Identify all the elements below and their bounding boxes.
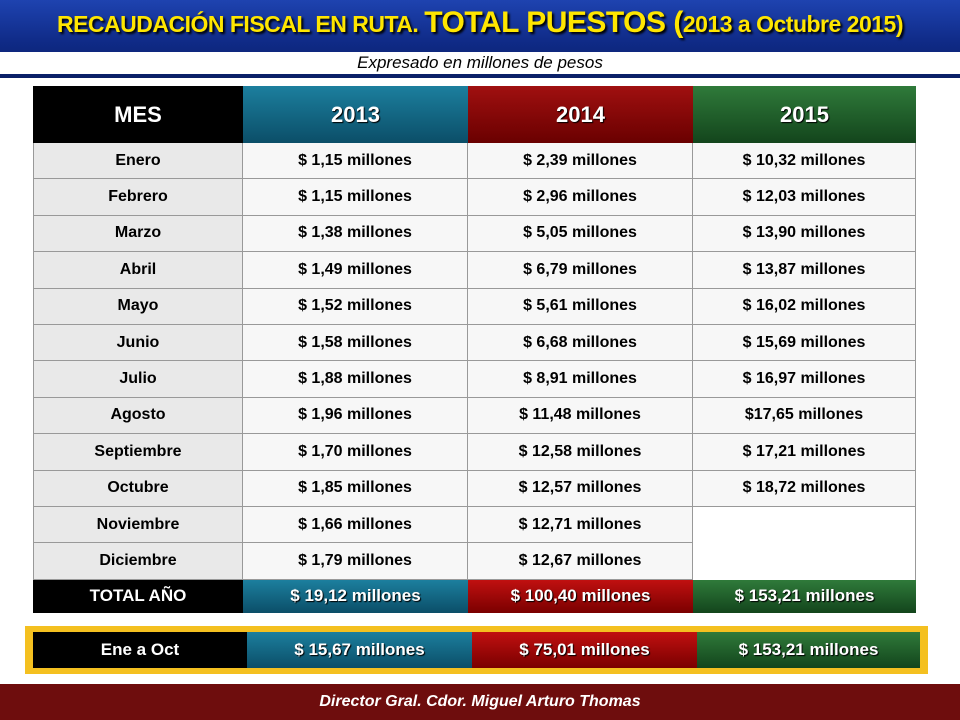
value-2014-cell: $ 5,61 millones xyxy=(468,288,693,325)
month-cell: Agosto xyxy=(33,397,243,435)
value-2014-cell: $ 12,57 millones xyxy=(468,470,693,507)
value-2013-cell: $ 1,85 millones xyxy=(243,470,468,507)
value-2013-cell: $ 1,52 millones xyxy=(243,288,468,325)
value-2014-cell: $ 11,48 millones xyxy=(468,397,693,435)
value-2015-cell: $ 16,97 millones xyxy=(693,361,916,398)
table-header-row: MES 2013 2014 2015 xyxy=(33,86,916,143)
page-title: RECAUDACIÓN FISCAL EN RUTA. TOTAL PUESTO… xyxy=(0,6,960,40)
table-body: Enero $ 1,15 millones $ 2,39 millones $ 10,… xyxy=(33,143,916,580)
header-2014: 2014 xyxy=(468,86,693,143)
table-row: Julio $ 1,88 millones $ 8,91 millones $ 16,… xyxy=(33,361,916,398)
table-row: Junio $ 1,58 millones $ 6,68 millones $ 15,… xyxy=(33,324,916,362)
value-2013-cell: $ 1,88 millones xyxy=(243,361,468,398)
header-2015: 2015 xyxy=(693,86,916,143)
title-part-2: TOTAL PUESTOS ( xyxy=(424,6,683,39)
table-row: Agosto $ 1,96 millones $ 11,48 millones $17… xyxy=(33,397,916,435)
value-2014-cell: $ 12,58 millones xyxy=(468,434,693,471)
header-banner: RECAUDACIÓN FISCAL EN RUTA. TOTAL PUESTO… xyxy=(0,0,960,78)
month-cell: Marzo xyxy=(33,215,243,253)
value-2015-cell xyxy=(693,506,916,544)
month-cell: Diciembre xyxy=(33,543,243,580)
value-2013-cell: $ 1,70 millones xyxy=(243,434,468,471)
table-row: Febrero $ 1,15 millones $ 2,96 millones $ 1… xyxy=(33,179,916,216)
month-cell: Junio xyxy=(33,324,243,362)
page-subtitle: Expresado en millones de pesos xyxy=(0,52,960,74)
value-2014-cell: $ 2,96 millones xyxy=(468,179,693,216)
value-2015-cell: $ 17,21 millones xyxy=(693,434,916,471)
summary-2014: $ 75,01 millones xyxy=(472,632,697,668)
total-2015: $ 153,21 millones xyxy=(693,579,916,613)
value-2015-cell: $ 18,72 millones xyxy=(693,470,916,507)
value-2015-cell: $ 15,69 millones xyxy=(693,324,916,362)
value-2014-cell: $ 12,67 millones xyxy=(468,543,693,580)
table-row: Diciembre $ 1,79 millones $ 12,67 millones xyxy=(33,543,916,580)
summary-2013: $ 15,67 millones xyxy=(247,632,472,668)
total-2014: $ 100,40 millones xyxy=(468,579,693,613)
value-2014-cell: $ 5,05 millones xyxy=(468,215,693,253)
title-part-3: 2013 a Octubre 2015) xyxy=(682,11,904,37)
header-mes: MES xyxy=(33,86,243,143)
total-2013: $ 19,12 millones xyxy=(243,579,468,613)
header-2013: 2013 xyxy=(243,86,468,143)
month-cell: Septiembre xyxy=(33,434,243,471)
total-label: TOTAL AÑO xyxy=(33,579,243,613)
value-2013-cell: $ 1,15 millones xyxy=(243,179,468,216)
month-cell: Mayo xyxy=(33,288,243,325)
value-2014-cell: $ 2,39 millones xyxy=(468,143,693,180)
table-row: Septiembre $ 1,70 millones $ 12,58 millone… xyxy=(33,434,916,471)
value-2015-cell: $17,65 millones xyxy=(693,397,916,435)
value-2015-cell xyxy=(693,543,916,580)
month-cell: Noviembre xyxy=(33,506,243,544)
footer-credit: Director Gral. Cdor. Miguel Arturo Thoma… xyxy=(0,684,960,720)
month-cell: Julio xyxy=(33,361,243,398)
value-2015-cell: $ 16,02 millones xyxy=(693,288,916,325)
summary-label: Ene a Oct xyxy=(33,632,247,668)
value-2013-cell: $ 1,58 millones xyxy=(243,324,468,362)
value-2013-cell: $ 1,38 millones xyxy=(243,215,468,253)
value-2015-cell: $ 13,87 millones xyxy=(693,252,916,289)
table-row: Abril $ 1,49 millones $ 6,79 millones $ 13,… xyxy=(33,252,916,289)
value-2013-cell: $ 1,49 millones xyxy=(243,252,468,289)
summary-row: Ene a Oct $ 15,67 millones $ 75,01 millo… xyxy=(33,632,920,668)
revenue-table: MES 2013 2014 2015 Enero $ 1,15 millones $… xyxy=(33,86,916,613)
value-2013-cell: $ 1,15 millones xyxy=(243,143,468,180)
value-2015-cell: $ 12,03 millones xyxy=(693,179,916,216)
value-2014-cell: $ 12,71 millones xyxy=(468,506,693,544)
summary-2015: $ 153,21 millones xyxy=(697,632,920,668)
value-2015-cell: $ 10,32 millones xyxy=(693,143,916,180)
value-2013-cell: $ 1,96 millones xyxy=(243,397,468,435)
value-2014-cell: $ 8,91 millones xyxy=(468,361,693,398)
summary-box: Ene a Oct $ 15,67 millones $ 75,01 millo… xyxy=(25,626,928,674)
table-row: Enero $ 1,15 millones $ 2,39 millones $ 10,… xyxy=(33,143,916,180)
value-2013-cell: $ 1,79 millones xyxy=(243,543,468,580)
value-2014-cell: $ 6,79 millones xyxy=(468,252,693,289)
month-cell: Abril xyxy=(33,252,243,289)
month-cell: Febrero xyxy=(33,179,243,216)
table-row: Octubre $ 1,85 millones $ 12,57 millones $ … xyxy=(33,470,916,507)
month-cell: Octubre xyxy=(33,470,243,507)
table-row: Mayo $ 1,52 millones $ 5,61 millones $ 16,0… xyxy=(33,288,916,325)
title-part-1: RECAUDACIÓN FISCAL EN RUTA. xyxy=(56,11,425,37)
value-2015-cell: $ 13,90 millones xyxy=(693,215,916,253)
total-row: TOTAL AÑO $ 19,12 millones $ 100,40 mill… xyxy=(33,579,916,613)
table-row: Noviembre $ 1,66 millones $ 12,71 millones xyxy=(33,506,916,544)
value-2013-cell: $ 1,66 millones xyxy=(243,506,468,544)
table-row: Marzo $ 1,38 millones $ 5,05 millones $ 13,… xyxy=(33,215,916,253)
month-cell: Enero xyxy=(33,143,243,180)
value-2014-cell: $ 6,68 millones xyxy=(468,324,693,362)
